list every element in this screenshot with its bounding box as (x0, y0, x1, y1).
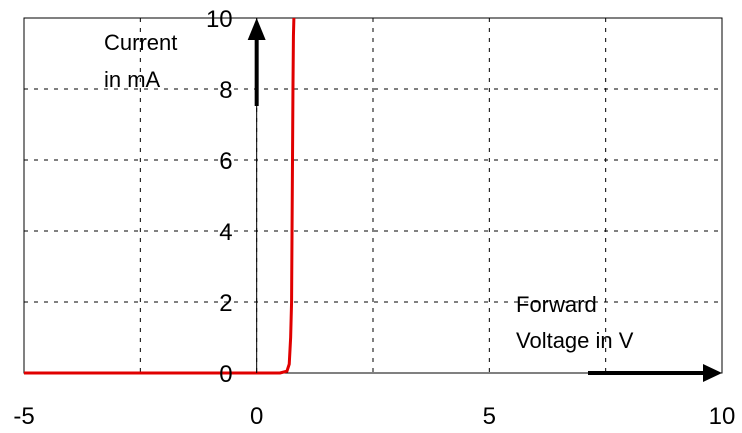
y-tick-label: 0 (219, 361, 232, 388)
x-tick-label: 5 (483, 403, 496, 430)
y-axis-title-line-2: in mA (104, 67, 161, 92)
y-tick-label: 2 (219, 290, 232, 317)
axes (247, 18, 722, 382)
y-tick-label: 10 (206, 6, 233, 33)
x-tick-label: 10 (709, 403, 736, 430)
x-axis-arrowhead (703, 364, 722, 382)
x-axis-title-line-2: Voltage in V (516, 328, 634, 353)
y-tick-label: 4 (219, 219, 232, 246)
labels: 0 2 4 6 8 10 -5 0 5 10 Current in mA Forward Voltage … (13, 6, 735, 430)
grid (23, 17, 723, 374)
y-tick-label: 6 (219, 148, 232, 175)
x-axis-title-line-1: Forward (516, 292, 597, 317)
y-axis-arrowhead (247, 18, 266, 40)
x-tick-label: -5 (13, 403, 34, 430)
data-layer (24, 17, 296, 375)
x-tick-label: 0 (250, 403, 263, 430)
y-axis-title-line-1: Current (104, 30, 177, 55)
y-tick-label: 8 (219, 77, 232, 104)
series-line-0 (24, 17, 296, 375)
